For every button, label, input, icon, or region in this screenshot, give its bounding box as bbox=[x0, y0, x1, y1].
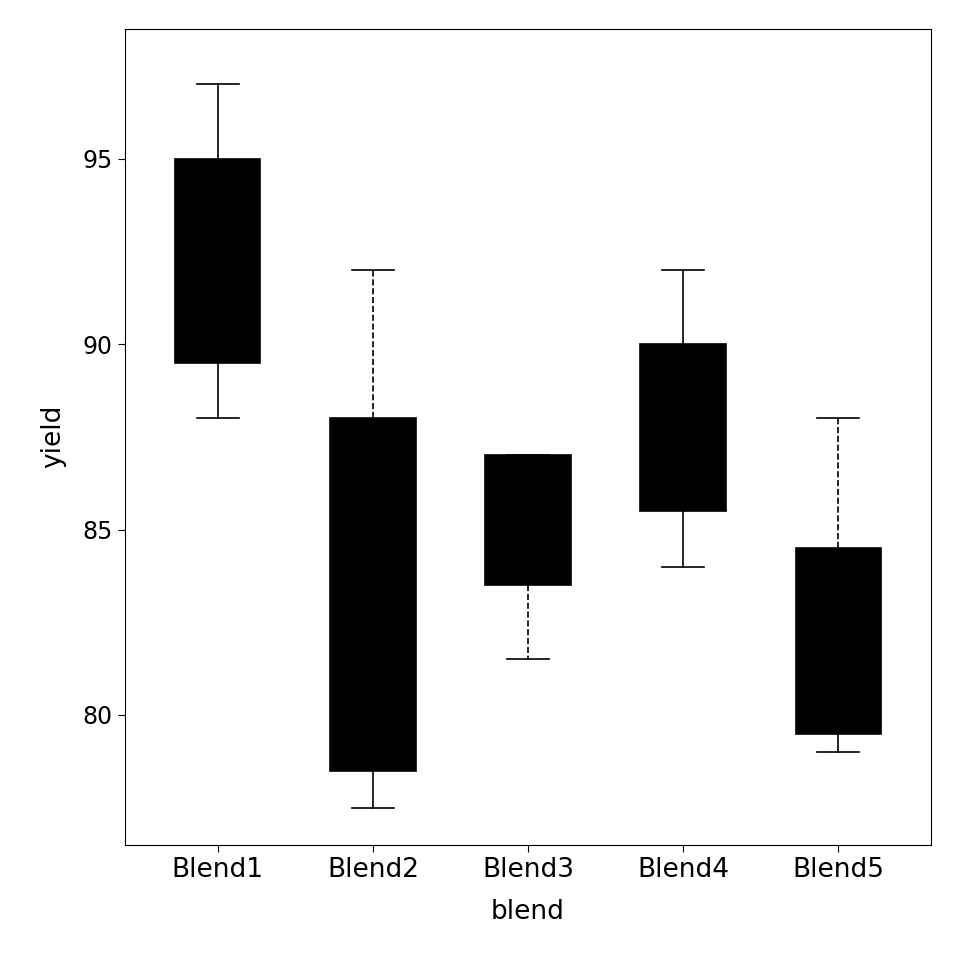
Y-axis label: yield: yield bbox=[40, 405, 66, 468]
PathPatch shape bbox=[176, 158, 260, 363]
X-axis label: blend: blend bbox=[492, 900, 564, 925]
PathPatch shape bbox=[640, 344, 726, 511]
PathPatch shape bbox=[796, 548, 881, 733]
PathPatch shape bbox=[486, 455, 570, 586]
PathPatch shape bbox=[330, 419, 416, 771]
